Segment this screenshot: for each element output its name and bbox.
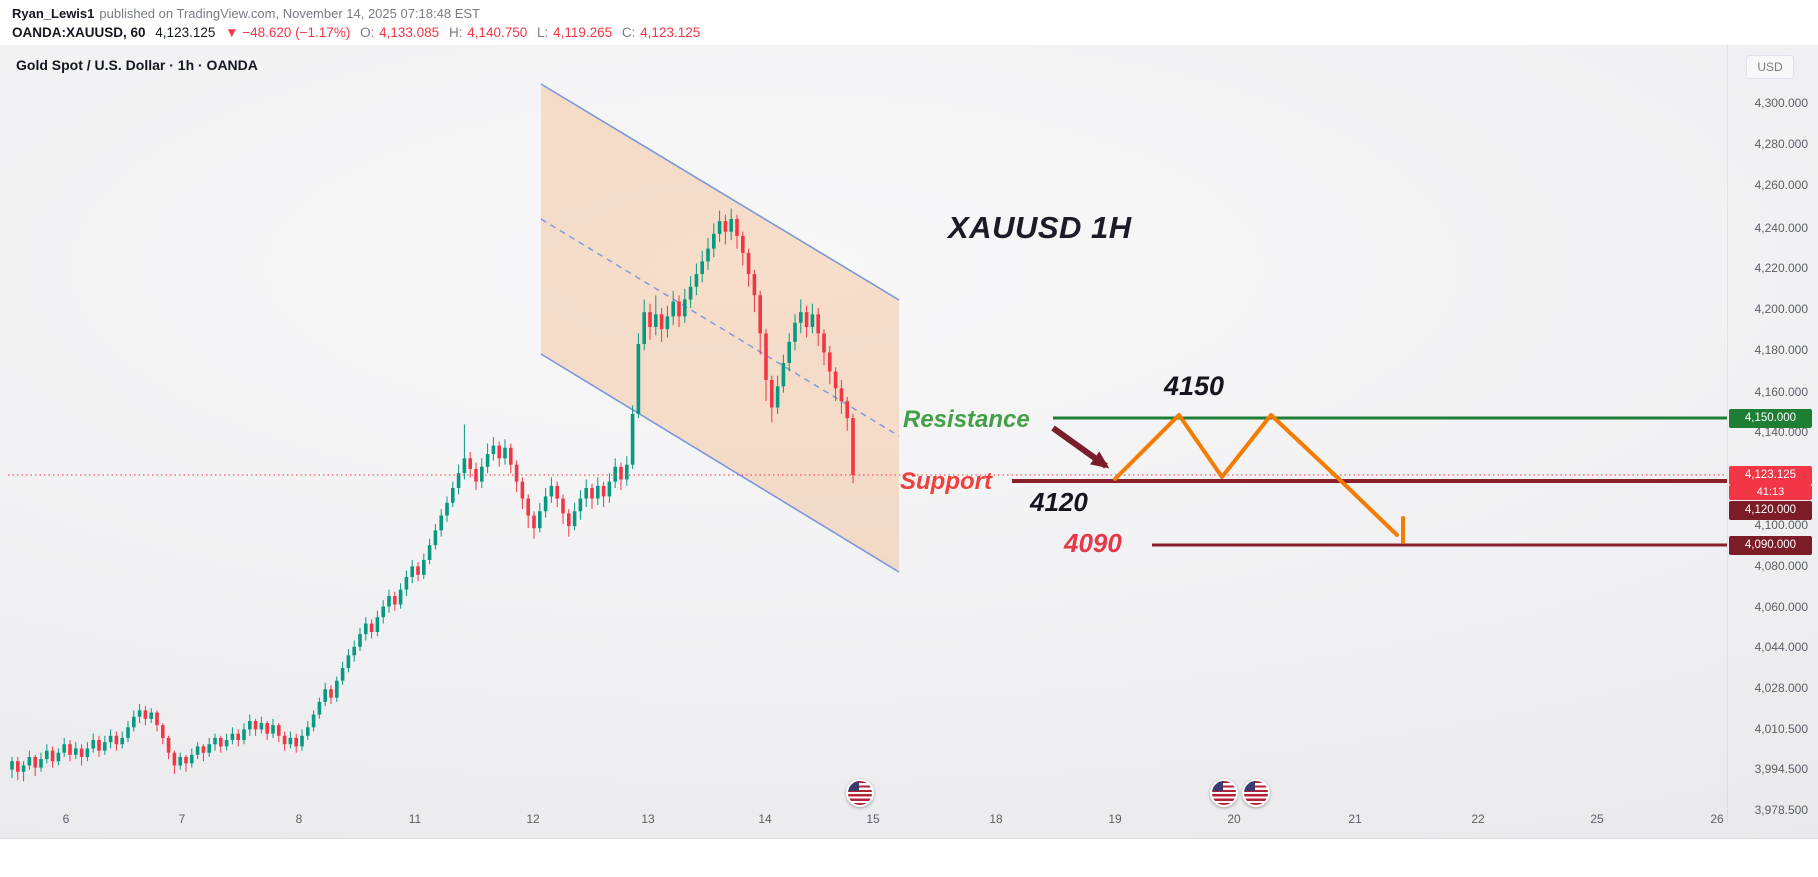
time-axis-label: 25 (1590, 812, 1604, 826)
price-axis-label: 4,260.000 (1754, 178, 1808, 192)
snapshot-header: Ryan_Lewis1 published on TradingView.com,… (0, 0, 1818, 45)
price-axis-divider (1727, 45, 1728, 822)
high-label: H: (448, 25, 463, 40)
time-axis-label: 15 (866, 812, 880, 826)
candlestick-series (10, 208, 855, 782)
chart-canvas[interactable] (0, 45, 1818, 838)
price-badge: 4,123.125 (1729, 465, 1812, 485)
price-badge: 4,150.000 (1729, 408, 1812, 428)
price-axis-label: 4,300.000 (1754, 96, 1808, 110)
time-axis-label: 18 (989, 812, 1003, 826)
chart-title: Gold Spot / U.S. Dollar · 1h · OANDA (16, 57, 258, 73)
time-axis-label: 20 (1227, 812, 1241, 826)
price-axis-label: 4,200.000 (1754, 302, 1808, 316)
resistance-label[interactable]: Resistance (903, 406, 1030, 433)
publish-info: Ryan_Lewis1 published on TradingView.com,… (12, 6, 480, 21)
price-change: ▼ −48.620 (−1.17%) (225, 25, 351, 40)
time-axis-label: 7 (178, 812, 186, 826)
projection-zigzag-drawing[interactable] (1113, 413, 1399, 537)
time-axis-label: 26 (1710, 812, 1724, 826)
price-axis-label: 4,060.000 (1754, 600, 1808, 614)
down-arrow-drawing[interactable] (1051, 425, 1110, 469)
price-axis-label: 4,044.000 (1754, 640, 1808, 654)
publish-text: published on TradingView.com, November 1… (99, 6, 480, 21)
price-axis-label: 4,180.000 (1754, 343, 1808, 357)
close-label: C: (621, 25, 636, 40)
us-flag-icon[interactable] (846, 779, 874, 807)
quote-line: OANDA:XAUUSD, 60 4,123.125 ▼ −48.620 (−1… (12, 25, 706, 40)
time-axis-label: 11 (408, 812, 422, 826)
open-value: 4,133.085 (379, 25, 440, 40)
price-axis-label: 4,080.000 (1754, 559, 1808, 573)
level-4090-label[interactable]: 4090 (1064, 528, 1122, 558)
support-label[interactable]: Support (900, 468, 992, 495)
high-value: 4,140.750 (467, 25, 528, 40)
close-value: 4,123.125 (640, 25, 701, 40)
flag-canton (1244, 781, 1255, 791)
time-axis-label: 21 (1348, 812, 1362, 826)
time-axis-label: 13 (641, 812, 655, 826)
time-axis-label: 22 (1471, 812, 1485, 826)
currency-toggle[interactable]: USD (1746, 55, 1794, 79)
time-axis-label: 6 (62, 812, 70, 826)
price-axis-label: 4,100.000 (1754, 518, 1808, 532)
price-badge: 4,090.000 (1729, 535, 1812, 555)
price-axis-label: 4,028.000 (1754, 681, 1808, 695)
open-label: O: (360, 25, 375, 40)
us-flag-icon[interactable] (1242, 779, 1270, 807)
low-label: L: (537, 25, 549, 40)
price-axis-label: 4,010.500 (1754, 722, 1808, 736)
level-4120-label[interactable]: 4120 (1030, 487, 1088, 517)
footer-separator (0, 838, 1818, 839)
price-badge: 41:13 (1729, 484, 1812, 500)
price-axis-label: 3,994.500 (1754, 762, 1808, 776)
level-4150-label[interactable]: 4150 (1164, 371, 1225, 401)
time-axis-label: 12 (526, 812, 540, 826)
price-axis-label: 4,240.000 (1754, 221, 1808, 235)
time-axis-label: 8 (295, 812, 303, 826)
price-axis-label: 4,140.000 (1754, 425, 1808, 439)
flag-canton (1212, 781, 1223, 791)
price-axis-label: 4,160.000 (1754, 385, 1808, 399)
watermark-label: XAUUSD 1H (948, 210, 1132, 245)
price-axis-label: 3,978.500 (1754, 803, 1808, 817)
price-axis-label: 4,220.000 (1754, 261, 1808, 275)
time-axis-label: 19 (1108, 812, 1122, 826)
time-axis-label: 14 (758, 812, 772, 826)
us-flag-icon[interactable] (1210, 779, 1238, 807)
snapshot-footer: TradingView (0, 839, 1818, 877)
symbol-label[interactable]: OANDA:XAUUSD, 60 (12, 25, 146, 40)
last-price: 4,123.125 (155, 25, 216, 40)
descending-channel-drawing[interactable] (540, 83, 900, 573)
price-axis-label: 4,280.000 (1754, 137, 1808, 151)
price-badge: 4,120.000 (1729, 500, 1812, 520)
low-value: 4,119.265 (553, 25, 613, 40)
author-name: Ryan_Lewis1 (12, 6, 95, 21)
flag-canton (848, 781, 859, 791)
